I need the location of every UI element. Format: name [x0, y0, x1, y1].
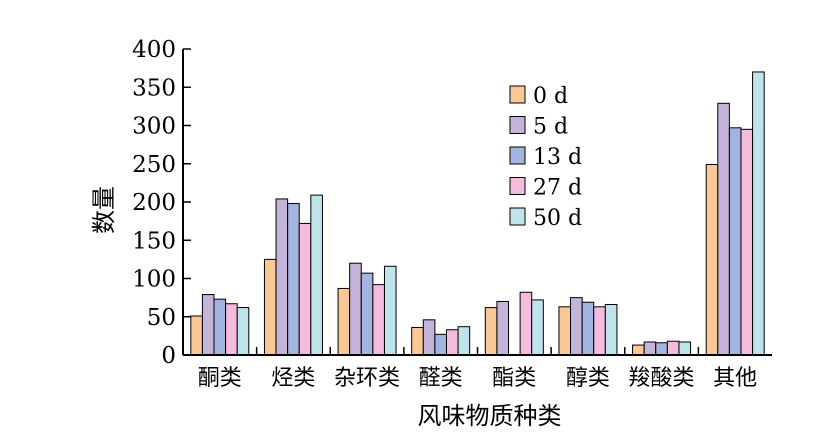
- bars-group: [190, 71, 765, 356]
- bar: [434, 333, 447, 356]
- y-tick-label: 150: [132, 228, 176, 254]
- bar: [678, 341, 692, 356]
- x-axis-title: 风味物质种类: [418, 402, 562, 430]
- bar: [310, 194, 323, 356]
- x-tick-label: 羧酸类: [629, 366, 695, 391]
- y-tick-label: 100: [132, 267, 176, 293]
- bar: [372, 284, 385, 356]
- bar: [484, 307, 498, 356]
- x-ticks-group: 酮类 烃类 杂环类 醛类 酯类 醇类 羧酸类 其他: [198, 347, 757, 391]
- bar: [457, 326, 471, 356]
- bar: [655, 342, 668, 356]
- bar: [225, 303, 238, 356]
- y-tick-label: 0: [161, 343, 176, 369]
- bar: [263, 258, 277, 356]
- bar: [422, 319, 436, 356]
- bar: [201, 294, 215, 356]
- bar: [287, 203, 300, 356]
- legend-label: 50 d: [533, 206, 582, 231]
- y-ticks-group: 0 50 100 150 200 250 300 350 400: [132, 37, 191, 369]
- bar: [236, 307, 250, 356]
- bar: [666, 340, 680, 356]
- y-axis-title: 数量: [90, 186, 118, 234]
- bar: [298, 222, 312, 356]
- bar: [275, 198, 289, 356]
- bar: [705, 164, 719, 356]
- bar: [360, 272, 374, 356]
- x-tick-label: 其他: [713, 366, 757, 391]
- y-tick-label: 400: [132, 37, 176, 63]
- bar: [717, 102, 730, 356]
- bar: [728, 127, 742, 356]
- bar: [213, 298, 227, 356]
- x-tick-label: 酯类: [492, 366, 536, 391]
- x-tick-label: 酮类: [198, 366, 242, 391]
- bar: [632, 344, 645, 356]
- legend-label: 0 d: [533, 84, 568, 109]
- bar: [496, 300, 510, 356]
- bar: [531, 299, 544, 356]
- x-tick-label: 醇类: [566, 366, 610, 391]
- legend-swatch: [509, 177, 526, 195]
- legend-swatch: [509, 116, 526, 134]
- x-tick-label: 烃类: [271, 366, 315, 391]
- y-tick-label: 250: [132, 152, 176, 178]
- bar: [604, 304, 618, 356]
- bar: [593, 306, 606, 356]
- y-tick-label: 300: [132, 114, 176, 140]
- bar: [752, 71, 765, 356]
- bar: [190, 315, 203, 356]
- bar: [558, 306, 572, 356]
- bar: [570, 297, 583, 356]
- legend: 0 d 5 d 13 d 27 d 50 d: [509, 84, 582, 231]
- legend-swatch: [509, 85, 526, 104]
- legend-swatch: [509, 207, 526, 226]
- y-tick-label: 350: [132, 75, 176, 101]
- x-tick-label: 醛类: [419, 366, 463, 391]
- legend-swatch: [509, 146, 526, 165]
- legend-label: 27 d: [533, 176, 582, 201]
- bar: [581, 301, 595, 356]
- bar: [519, 291, 533, 356]
- legend-label: 13 d: [533, 145, 582, 170]
- x-tick-label: 杂环类: [334, 366, 400, 391]
- bar: [337, 287, 351, 356]
- bar: [411, 326, 424, 356]
- bar: [740, 128, 754, 356]
- y-tick-label: 50: [147, 305, 176, 331]
- bar: [383, 265, 397, 356]
- y-tick-label: 200: [132, 190, 176, 216]
- bar: [643, 341, 657, 356]
- legend-label: 5 d: [533, 115, 568, 140]
- bar: [349, 262, 362, 356]
- bar: [445, 329, 459, 356]
